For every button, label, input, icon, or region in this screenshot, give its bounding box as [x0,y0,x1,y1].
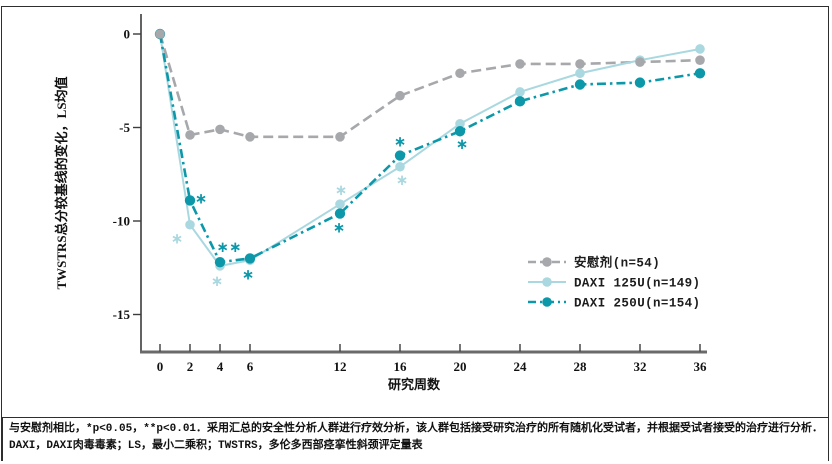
data-point [245,132,255,142]
data-point [455,68,465,79]
y-tick-label: -15 [113,307,131,322]
data-point [184,195,196,206]
axes: 0-5-10-150 2 4 6 12 16 20 24 28 32 36研究周数TWSTRS总分较… [54,14,707,392]
data-point [335,132,345,142]
legend-label: DAXI 250U(n=154) [574,297,700,311]
data-point [695,44,705,54]
series-line-daxi-250u [158,33,701,264]
legend-marker [542,297,552,307]
y-tick-label: 0 [124,27,131,42]
series-markers-daxi-250u [154,28,706,268]
series-line-daxi-125u [159,33,701,267]
data-point [574,79,586,90]
asterisk-annotation: ∗∗ [216,238,241,256]
x-tick-label: 32 [634,359,647,374]
data-point [244,253,256,264]
data-point [454,126,466,137]
data-point [515,59,525,69]
data-point [395,161,405,172]
data-point [185,130,195,140]
series-markers-placebo [155,29,705,142]
data-point [635,57,645,67]
legend-item-placebo: 安慰剂(n=54) [528,255,660,271]
data-point [214,256,226,268]
twstrs-line-chart: 0-5-10-150 2 4 6 12 16 20 24 28 32 36研究周数TWSTRS总分较… [54,14,707,392]
x-tick-label: 12 [334,359,347,374]
figure-frame [1,6,829,461]
legend-marker [542,277,552,287]
x-tick-label: 36 [694,359,708,374]
x-tick-label: 2 [187,359,194,374]
asterisk-annotation: ∗ [396,171,409,189]
x-tick-label: 0 [157,359,164,374]
x-tick-label: 24 [514,359,528,374]
data-point [575,68,585,79]
data-point [215,124,225,135]
footnote-line-2: DAXI，DAXI肉毒毒素；LS，最小二乘积；TWSTRS，多伦多西部痉挛性斜颈… [9,440,423,452]
legend: 安慰剂(n=54) DAXI 125U(n=149) DAXI 250U(n=154… [528,255,700,311]
data-point [515,87,525,97]
data-point [334,208,346,219]
legend-marker [542,257,552,267]
y-tick-label: -10 [113,214,130,229]
asterisk-annotation: ∗ [394,133,407,151]
x-tick-label: 16 [394,359,408,374]
data-point [394,150,406,161]
asterisk-annotation: ∗ [335,181,348,199]
footnote-line-1: 与安慰剂相比，*p<0.05，**p<0.01．采用汇总的安全性分析人群进行疗效… [9,423,824,435]
data-point [155,29,165,39]
series-markers-daxi-125u [155,29,705,271]
x-tick-label: 6 [247,359,254,374]
footnote-box: 与安慰剂相比，*p<0.05，**p<0.01．采用汇总的安全性分析人群进行疗效… [2,417,829,461]
data-point [694,68,706,79]
asterisk-annotation: ∗ [171,230,184,248]
legend-label: 安慰剂(n=54) [574,255,660,271]
legend-item-daxi-125u: DAXI 125U(n=149) [528,277,700,291]
data-point [455,118,465,129]
significance-markers: ∗∗ ∗∗∗ ∗∗∗∗∗∗ [171,133,469,290]
x-tick-label: 4 [217,359,224,374]
data-point [634,77,646,88]
y-tick-label: -5 [119,120,130,135]
x-tick-label: 20 [454,359,467,374]
data-point [514,96,526,107]
y-axis-title: TWSTRS总分较基线的变化，LS均值 [54,76,69,289]
series-line-placebo [158,33,701,139]
data-point [695,55,705,65]
asterisk-annotation: ∗ [242,265,255,283]
asterisk-annotation: ∗ [211,272,224,290]
data-point [335,199,345,209]
x-tick-label: 28 [574,359,588,374]
asterisk-annotation: ∗ [333,219,346,237]
data-point [575,59,585,69]
asterisk-annotation: ∗ [456,135,469,153]
asterisk-annotation: ∗ [195,189,208,207]
legend-item-daxi-250u: DAXI 250U(n=154) [528,297,700,311]
data-point [185,219,195,230]
legend-label: DAXI 125U(n=149) [574,277,700,291]
x-axis-title: 研究周数 [388,377,441,392]
data-point [395,90,405,101]
